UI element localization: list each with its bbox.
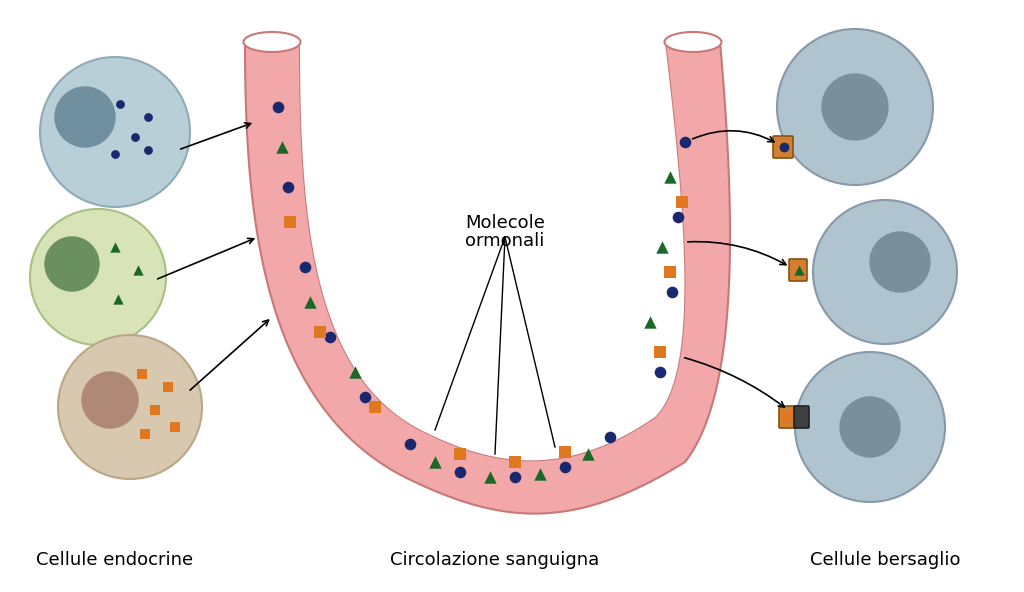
FancyBboxPatch shape [773, 136, 793, 158]
Polygon shape [300, 42, 684, 461]
Point [160, 382, 176, 392]
Point [602, 432, 618, 442]
Point [791, 265, 807, 275]
FancyBboxPatch shape [779, 406, 796, 428]
Point [652, 367, 669, 377]
Point [140, 112, 157, 122]
Text: Cellule endocrine: Cellule endocrine [37, 551, 194, 569]
Ellipse shape [244, 32, 300, 52]
Point [652, 348, 669, 357]
Point [137, 429, 154, 439]
Text: ormonali: ormonali [465, 232, 545, 250]
Point [670, 213, 686, 222]
Point [642, 317, 658, 327]
Point [280, 182, 296, 192]
Point [779, 412, 796, 422]
Circle shape [30, 209, 166, 345]
Point [482, 472, 499, 482]
Polygon shape [245, 42, 730, 514]
Point [269, 102, 286, 112]
Point [776, 142, 793, 152]
Point [110, 294, 126, 304]
Point [452, 467, 468, 477]
Point [557, 448, 573, 457]
Point [106, 242, 123, 252]
FancyBboxPatch shape [790, 259, 807, 281]
Point [112, 99, 128, 109]
Point [146, 406, 163, 415]
Ellipse shape [665, 32, 722, 52]
Point [356, 392, 373, 402]
Circle shape [822, 74, 888, 140]
Circle shape [82, 372, 138, 428]
Point [367, 403, 383, 412]
Point [507, 472, 523, 482]
Point [674, 197, 690, 207]
Circle shape [777, 29, 933, 185]
Point [580, 449, 596, 459]
Circle shape [40, 57, 190, 207]
Text: Molecole: Molecole [465, 214, 545, 232]
Point [282, 217, 298, 227]
Point [531, 469, 548, 479]
Point [312, 327, 329, 337]
Point [302, 297, 318, 307]
Point [677, 137, 693, 147]
Point [134, 369, 151, 379]
Circle shape [840, 397, 900, 457]
Circle shape [813, 200, 957, 344]
Point [427, 457, 443, 466]
Circle shape [795, 352, 945, 502]
Point [127, 132, 143, 141]
Circle shape [45, 237, 99, 291]
Point [130, 265, 146, 275]
Point [273, 142, 290, 152]
Point [653, 242, 670, 252]
FancyBboxPatch shape [794, 406, 809, 428]
Point [297, 262, 313, 272]
Point [662, 172, 678, 182]
Point [347, 367, 364, 377]
Point [401, 439, 418, 449]
Point [557, 462, 573, 472]
Point [662, 267, 678, 276]
Text: Cellule bersaglio: Cellule bersaglio [810, 551, 961, 569]
Text: Circolazione sanguigna: Circolazione sanguigna [390, 551, 600, 569]
Circle shape [870, 232, 930, 292]
Circle shape [55, 87, 115, 147]
Point [452, 449, 468, 459]
Point [167, 422, 183, 432]
Point [322, 332, 338, 342]
Point [140, 145, 157, 155]
Point [664, 287, 680, 297]
Point [507, 457, 523, 466]
Circle shape [58, 335, 202, 479]
Point [106, 149, 123, 159]
